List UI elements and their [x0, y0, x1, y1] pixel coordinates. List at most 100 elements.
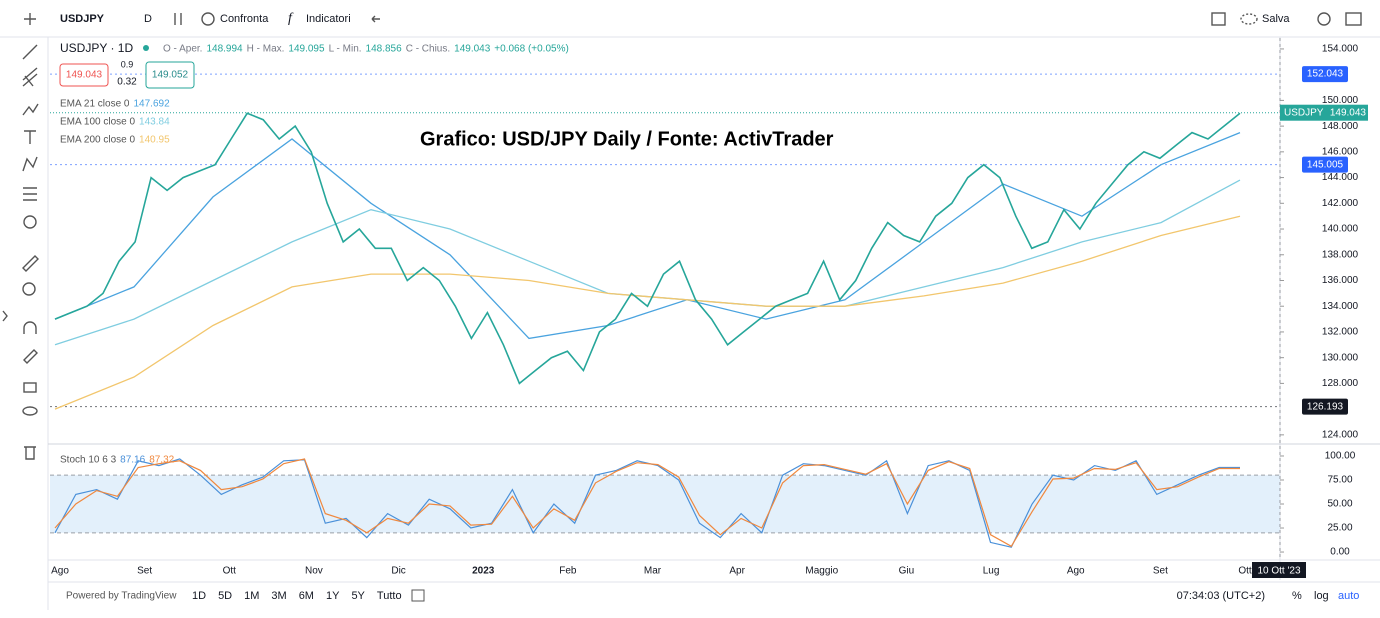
ohlc-label: H - Max.	[247, 44, 285, 55]
bid: 149.043	[66, 70, 103, 81]
ohlc-change: +0.068 (+0.05%)	[494, 44, 569, 55]
magnet-tool[interactable]	[23, 321, 37, 334]
ohlc-value: 149.043	[454, 44, 491, 55]
crosshair-time: 10 Ott '23	[1257, 566, 1300, 577]
x-tick-label: Ott	[223, 566, 237, 577]
y-tick-label: 144.000	[1322, 172, 1359, 183]
ema-legend-value: 140.95	[139, 135, 170, 146]
y-tick-label: 134.000	[1322, 301, 1359, 312]
y-tick-label: 150.000	[1322, 95, 1359, 106]
price-tag	[1302, 66, 1348, 83]
save-button[interactable]: Salva	[1262, 13, 1290, 25]
range-button[interactable]: 5Y	[351, 590, 365, 602]
range-button[interactable]: 3M	[271, 590, 286, 602]
powered-by[interactable]: Powered by TradingView	[66, 591, 177, 602]
price-tag-label: 152.043	[1307, 69, 1344, 80]
scale-option[interactable]: log	[1314, 590, 1329, 602]
stoch-band	[50, 475, 1280, 533]
x-tick-label: Ott	[1238, 566, 1252, 577]
layout-button[interactable]	[1211, 12, 1226, 26]
indicators-button[interactable]: Indicatori	[306, 13, 351, 25]
goto-date[interactable]	[411, 589, 425, 602]
x-tick-label: Feb	[559, 566, 577, 577]
snapshot-button[interactable]	[1345, 12, 1362, 26]
symbol-button[interactable]: USDJPY	[60, 13, 105, 25]
text-tool[interactable]	[24, 130, 36, 144]
x-tick-label: Giu	[899, 566, 915, 577]
compare-icon	[201, 12, 215, 26]
x-tick-label: Lug	[983, 566, 1000, 577]
visibility-tool[interactable]	[22, 406, 38, 416]
y-tick-label: 136.000	[1322, 275, 1359, 286]
last-price-value: 149.043	[1330, 107, 1367, 118]
emoji-tool[interactable]	[23, 215, 37, 229]
trendline-tool[interactable]	[22, 44, 38, 60]
range-button[interactable]: 1D	[192, 590, 206, 602]
range-button[interactable]: 6M	[299, 590, 314, 602]
x-tick-label: Dic	[391, 566, 405, 577]
y-tick-label: 132.000	[1322, 327, 1359, 338]
price-tag	[1302, 398, 1348, 415]
ema-legend-value: 147.692	[133, 99, 170, 110]
stoch-y-tick-label: 0.00	[1330, 547, 1350, 558]
x-tick-label: Mar	[644, 566, 662, 577]
y-tick-label: 146.000	[1322, 146, 1359, 157]
stoch-y-tick-label: 75.00	[1327, 475, 1352, 486]
pattern-tool[interactable]	[22, 103, 39, 116]
price-tag-label: 145.005	[1307, 159, 1344, 170]
annotation: Grafico: USD/JPY Daily / Fonte: ActivTra…	[420, 128, 834, 150]
ruler-tool[interactable]	[22, 255, 39, 272]
zoom-tool[interactable]	[22, 282, 36, 296]
stoch-y-tick-label: 100.00	[1325, 451, 1356, 462]
live-dot	[143, 45, 149, 51]
y-tick-label: 154.000	[1322, 44, 1359, 55]
sell-box[interactable]	[59, 63, 109, 87]
clock: 07:34:03 (UTC+2)	[1177, 590, 1265, 602]
y-tick-label: 140.000	[1322, 224, 1359, 235]
stoch-d-value: 87.32	[149, 455, 174, 466]
symbol-title: USDJPY · 1D	[60, 41, 133, 55]
xabcd-tool[interactable]	[22, 156, 38, 172]
range-button[interactable]: 1Y	[326, 590, 340, 602]
ask: 149.052	[152, 70, 189, 81]
lock-draw-tool[interactable]	[23, 349, 38, 364]
crosshair-tool[interactable]	[24, 13, 36, 25]
stoch-k-value: 87.16	[120, 455, 145, 466]
last-price-tag	[1280, 104, 1368, 121]
settings-button[interactable]	[1317, 12, 1331, 26]
y-tick-label: 148.000	[1322, 121, 1359, 132]
stoch-title: Stoch 10 6 3	[60, 455, 117, 466]
compare-button[interactable]: Confronta	[220, 13, 269, 25]
range-button[interactable]: Tutto	[377, 590, 402, 602]
x-tick-label: Ago	[1067, 566, 1085, 577]
fib-tool[interactable]	[22, 67, 38, 87]
undo-button[interactable]	[371, 15, 380, 23]
ema-line	[54, 215, 1241, 410]
scale-option[interactable]: auto	[1338, 590, 1359, 602]
chart-type-button[interactable]	[174, 13, 182, 25]
trash-tool[interactable]	[24, 446, 36, 460]
scale-option[interactable]: %	[1292, 590, 1302, 602]
x-tick-label: Ago	[51, 566, 69, 577]
range-button[interactable]: 5D	[218, 590, 232, 602]
ohlc-value: 148.856	[366, 44, 403, 55]
forecast-tool[interactable]	[23, 187, 37, 201]
stoch-y-tick-label: 25.00	[1327, 523, 1352, 534]
range-button[interactable]: 1M	[244, 590, 259, 602]
x-tick-label: 2023	[472, 566, 495, 577]
ohlc-value: 148.994	[206, 44, 243, 55]
buy-box[interactable]	[145, 61, 195, 89]
y-tick-label: 124.000	[1322, 429, 1359, 440]
x-tick-label: Set	[1153, 566, 1168, 577]
price-tag	[1302, 156, 1348, 173]
interval-button[interactable]: D	[144, 13, 152, 25]
ema-legend-name: EMA 21 close 0	[60, 99, 130, 110]
ema-legend-name: EMA 200 close 0	[60, 135, 135, 146]
ohlc-value: 149.095	[288, 44, 325, 55]
lock-tool[interactable]	[23, 382, 37, 393]
collapse-toggle[interactable]	[2, 310, 8, 322]
ema-line	[54, 131, 1241, 340]
spread-top: 0.9	[121, 59, 134, 69]
